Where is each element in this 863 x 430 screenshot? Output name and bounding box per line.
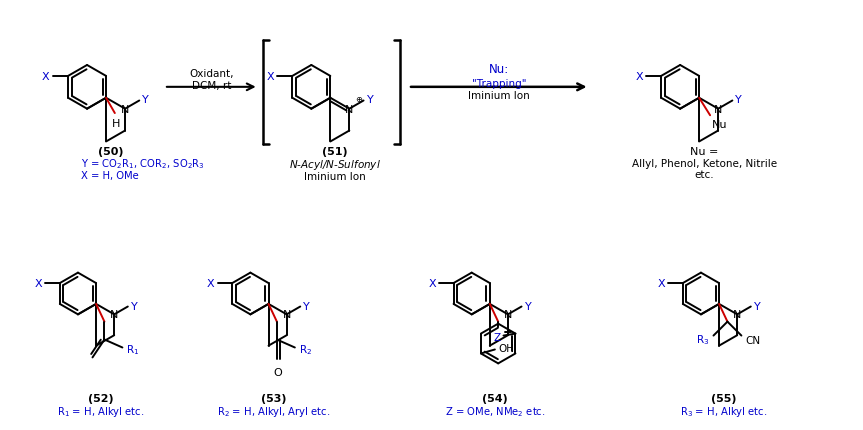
- Text: N: N: [504, 310, 512, 319]
- Text: DCM, rt: DCM, rt: [192, 81, 231, 91]
- Text: OH: OH: [499, 344, 515, 353]
- Text: R$_2$ = H, Alkyl, Aryl etc.: R$_2$ = H, Alkyl, Aryl etc.: [217, 404, 331, 418]
- Text: Y = CO$_2$R$_1$, COR$_2$, SO$_2$R$_3$: Y = CO$_2$R$_1$, COR$_2$, SO$_2$R$_3$: [81, 157, 205, 171]
- Text: R$_3$: R$_3$: [696, 333, 709, 347]
- Text: "Trapping": "Trapping": [471, 79, 526, 89]
- Text: N: N: [733, 310, 741, 319]
- Text: X: X: [35, 278, 42, 289]
- Text: N: N: [110, 310, 118, 319]
- Text: X: X: [267, 72, 274, 82]
- Text: Y: Y: [367, 95, 374, 105]
- Text: Y: Y: [525, 301, 532, 311]
- Text: Y: Y: [735, 95, 742, 105]
- Text: Y: Y: [303, 301, 310, 311]
- Text: N: N: [714, 104, 722, 114]
- Text: H: H: [111, 119, 120, 129]
- Text: N: N: [282, 310, 291, 319]
- Text: Z: Z: [494, 332, 501, 342]
- Text: Y: Y: [131, 301, 137, 311]
- Text: X: X: [428, 278, 436, 289]
- Text: Y: Y: [753, 301, 760, 311]
- Text: X: X: [207, 278, 215, 289]
- Text: (55): (55): [711, 393, 737, 403]
- Text: Iminium Ion: Iminium Ion: [305, 172, 366, 182]
- Text: R$_2$: R$_2$: [299, 343, 312, 356]
- Text: Y: Y: [142, 95, 149, 105]
- Text: X = H, OMe: X = H, OMe: [81, 171, 139, 181]
- Text: Iminium Ion: Iminium Ion: [468, 91, 530, 101]
- Text: Nu:: Nu:: [488, 63, 509, 76]
- Text: Nu: Nu: [712, 120, 728, 130]
- Text: N: N: [121, 104, 129, 114]
- Text: R$_1$ = H, Alkyl etc.: R$_1$ = H, Alkyl etc.: [57, 404, 145, 418]
- Text: (54): (54): [482, 393, 507, 403]
- Text: Nu =: Nu =: [690, 147, 718, 157]
- Text: X: X: [42, 72, 50, 82]
- Text: etc.: etc.: [695, 170, 714, 180]
- Text: Z = OMe, NMe$_2$ etc.: Z = OMe, NMe$_2$ etc.: [444, 404, 545, 418]
- Text: X: X: [635, 72, 643, 82]
- Text: Oxidant,: Oxidant,: [189, 69, 234, 79]
- Text: O: O: [274, 368, 282, 378]
- Text: X: X: [658, 278, 665, 289]
- Text: R$_3$ = H, Alkyl etc.: R$_3$ = H, Alkyl etc.: [680, 404, 768, 418]
- Text: ⊕: ⊕: [356, 95, 362, 104]
- Text: (53): (53): [261, 393, 287, 403]
- Text: $N$-Acyl/$N$-Sulfonyl: $N$-Acyl/$N$-Sulfonyl: [289, 158, 381, 172]
- Text: (51): (51): [323, 147, 348, 157]
- Text: Allyl, Phenol, Ketone, Nitrile: Allyl, Phenol, Ketone, Nitrile: [632, 159, 777, 169]
- Text: (50): (50): [98, 146, 123, 156]
- Text: CN: CN: [746, 335, 760, 345]
- Text: N: N: [345, 104, 354, 114]
- Text: (52): (52): [88, 393, 114, 403]
- Text: R$_1$: R$_1$: [126, 343, 140, 356]
